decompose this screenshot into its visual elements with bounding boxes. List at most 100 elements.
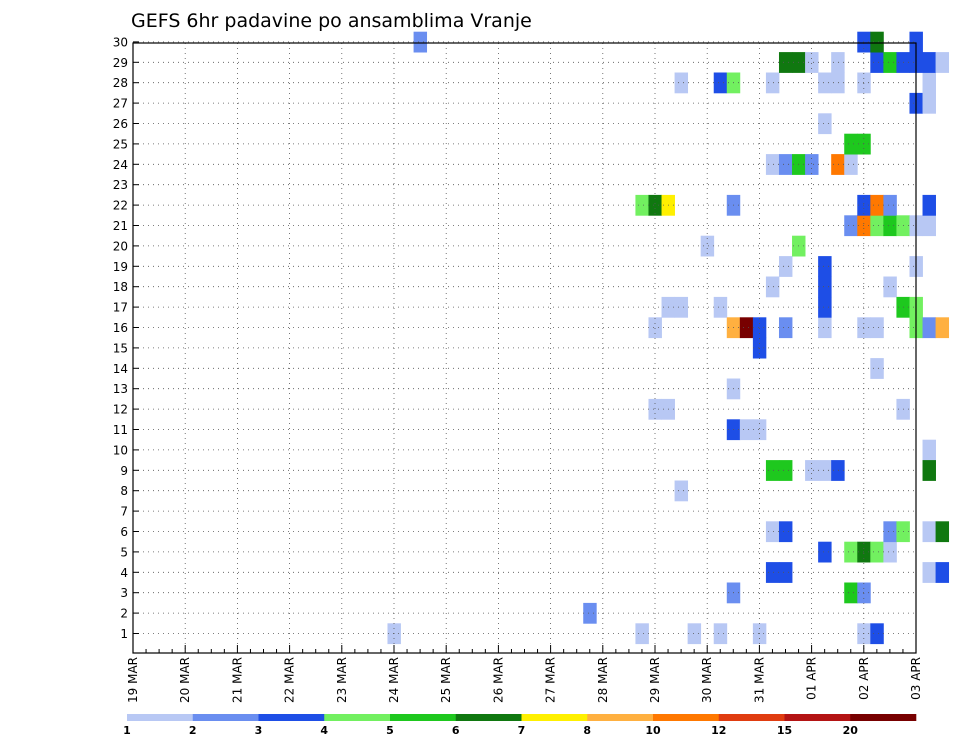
precip-cell bbox=[687, 623, 702, 645]
x-tick-label: 29 MAR bbox=[648, 657, 662, 703]
x-tick-label: 21 MAR bbox=[230, 657, 244, 703]
precip-cell bbox=[870, 194, 884, 216]
legend-label: 3 bbox=[255, 724, 263, 737]
precip-cell bbox=[883, 276, 897, 298]
precip-cell bbox=[752, 317, 767, 339]
y-tick-label: 18 bbox=[113, 280, 128, 294]
y-tick-label: 12 bbox=[113, 403, 128, 417]
precip-cell bbox=[648, 194, 662, 216]
precip-cell bbox=[857, 194, 871, 216]
y-tick-label: 9 bbox=[120, 464, 128, 478]
y-tick-label: 15 bbox=[113, 341, 128, 355]
x-tick-label: 30 MAR bbox=[700, 657, 714, 703]
gridlines bbox=[133, 41, 916, 653]
precip-cell bbox=[818, 276, 832, 298]
precip-cell bbox=[857, 215, 871, 237]
precip-cell bbox=[713, 623, 728, 645]
y-tick-label: 17 bbox=[113, 301, 128, 315]
precip-cell bbox=[818, 256, 832, 277]
legend-swatch bbox=[784, 714, 851, 721]
legend-swatch bbox=[521, 714, 588, 721]
y-tick-label: 30 bbox=[113, 35, 128, 49]
y-tick-label: 7 bbox=[120, 505, 128, 519]
precip-cell bbox=[883, 541, 897, 563]
legend-label: 15 bbox=[777, 724, 792, 737]
legend-swatch bbox=[718, 714, 785, 721]
y-tick-label: 21 bbox=[113, 219, 128, 233]
precip-cell bbox=[870, 358, 884, 379]
precip-cell bbox=[935, 562, 950, 583]
precip-cell bbox=[805, 460, 819, 481]
precip-cell bbox=[778, 52, 793, 73]
y-tick-label: 20 bbox=[113, 239, 128, 253]
legend-swatch bbox=[455, 714, 522, 721]
x-tick-label: 25 MAR bbox=[439, 657, 453, 703]
legend-swatch bbox=[258, 714, 325, 721]
legend-label: 7 bbox=[518, 724, 526, 737]
x-tick-label: 01 APR bbox=[805, 657, 819, 700]
precip-cell bbox=[922, 460, 936, 481]
precip-cell bbox=[922, 52, 936, 73]
legend-swatch bbox=[390, 714, 457, 721]
ensemble-cells bbox=[387, 31, 950, 645]
precip-cell bbox=[870, 31, 884, 53]
precip-cell bbox=[857, 541, 871, 563]
precip-cell bbox=[818, 541, 832, 563]
y-tick-label: 28 bbox=[113, 76, 128, 90]
precip-cell bbox=[765, 276, 780, 298]
precip-cell bbox=[648, 317, 662, 339]
x-tick-label: 27 MAR bbox=[544, 657, 558, 703]
chart-title: GEFS 6hr padavine po ansamblima Vranje bbox=[131, 10, 532, 32]
legend-swatch bbox=[324, 714, 391, 721]
precip-cell bbox=[778, 317, 793, 339]
y-tick-label: 11 bbox=[113, 423, 128, 437]
precip-cell bbox=[778, 521, 793, 543]
x-tick-label: 19 MAR bbox=[126, 657, 140, 703]
precip-cell bbox=[765, 521, 780, 543]
precip-cell bbox=[765, 154, 780, 175]
legend-swatch bbox=[850, 714, 917, 721]
x-tick-label: 23 MAR bbox=[335, 657, 349, 703]
precip-cell bbox=[870, 623, 884, 645]
y-tick-label: 5 bbox=[120, 545, 128, 559]
legend-label: 6 bbox=[452, 724, 460, 737]
precip-cell bbox=[831, 460, 845, 481]
x-tick-label: 02 APR bbox=[857, 657, 871, 700]
y-tick-label: 24 bbox=[113, 158, 128, 172]
y-tick-label: 26 bbox=[113, 117, 128, 131]
precip-cell bbox=[700, 235, 715, 257]
y-axis: 1234567891011121314151617181920212223242… bbox=[113, 35, 139, 641]
precip-cell bbox=[778, 562, 793, 583]
precip-cell bbox=[739, 317, 754, 339]
color-legend: 1 2 3 4 5 6 7 8 10 12 15 20 bbox=[123, 714, 917, 737]
precip-cell bbox=[883, 215, 897, 237]
x-tick-label: 20 MAR bbox=[178, 657, 192, 703]
legend-swatch bbox=[653, 714, 720, 721]
x-tick-label: 31 MAR bbox=[752, 657, 766, 703]
legend-swatch bbox=[127, 714, 194, 721]
y-tick-label: 25 bbox=[113, 137, 128, 151]
y-tick-label: 22 bbox=[113, 199, 128, 213]
x-tick-label: 24 MAR bbox=[387, 657, 401, 703]
precip-cell bbox=[844, 582, 858, 604]
precip-cell bbox=[857, 317, 871, 339]
precip-cell bbox=[922, 72, 936, 94]
precip-cell bbox=[883, 52, 897, 73]
precip-cell bbox=[870, 52, 884, 73]
precip-cell bbox=[818, 72, 832, 94]
precip-cell bbox=[831, 72, 845, 94]
precip-cell bbox=[857, 582, 871, 604]
precip-cell bbox=[635, 194, 649, 216]
precip-cell bbox=[818, 296, 832, 318]
precip-cell bbox=[713, 72, 728, 94]
x-axis: 19 MAR 20 MAR 21 MAR 22 MAR 23 MAR 24 MAR 25 M… bbox=[126, 645, 923, 703]
precip-cell bbox=[857, 133, 871, 155]
legend-label: 12 bbox=[711, 724, 726, 737]
y-tick-label: 19 bbox=[113, 260, 128, 274]
y-tick-label: 27 bbox=[113, 97, 128, 111]
precip-cell bbox=[818, 113, 832, 135]
legend-label: 20 bbox=[843, 724, 859, 737]
precip-cell bbox=[778, 256, 793, 277]
y-tick-label: 13 bbox=[113, 382, 128, 396]
